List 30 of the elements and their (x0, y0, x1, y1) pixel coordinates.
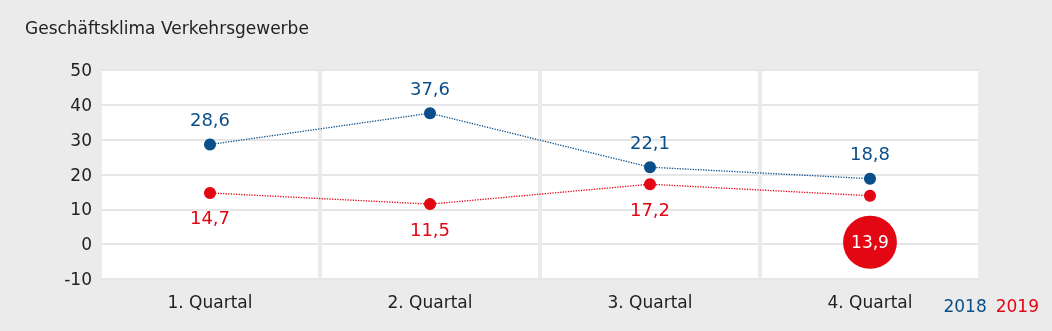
data-label: 22,1 (629, 131, 671, 153)
x-tick-label: 3. Quartal (607, 291, 693, 312)
text: 2018 (943, 295, 987, 316)
y-tick-label: 30 (70, 129, 92, 150)
text: 2019 (995, 295, 1039, 316)
point (204, 138, 216, 151)
data-label: 14,7 (189, 207, 231, 229)
x-tick-label: 2. Quartal (387, 291, 473, 312)
x-tick-label: 1. Quartal (167, 291, 253, 312)
point (644, 161, 656, 174)
data-label: 18,8 (849, 143, 891, 165)
data-label: 13,9 (851, 232, 889, 253)
point (204, 186, 216, 199)
y-tick-label: 10 (70, 199, 92, 220)
data-label: 11,5 (409, 218, 451, 240)
point (424, 198, 436, 211)
y-tick-label: 40 (70, 94, 92, 115)
point (644, 178, 656, 191)
data-label: 28,6 (189, 109, 231, 131)
chart-title: Geschäftsklima Verkehrsgewerbe (25, 17, 309, 38)
point (864, 172, 876, 185)
y-tick-label: 50 (70, 60, 92, 80)
y-tick-label: 0 (81, 234, 92, 255)
point (424, 107, 436, 120)
data-label: 37,6 (409, 77, 451, 99)
point (864, 189, 876, 202)
y-tick-label: -10 (64, 269, 92, 289)
y-tick-label: 20 (70, 164, 92, 185)
data-label: 17,2 (629, 198, 671, 220)
x-tick-label: 4. Quartal (827, 291, 913, 312)
